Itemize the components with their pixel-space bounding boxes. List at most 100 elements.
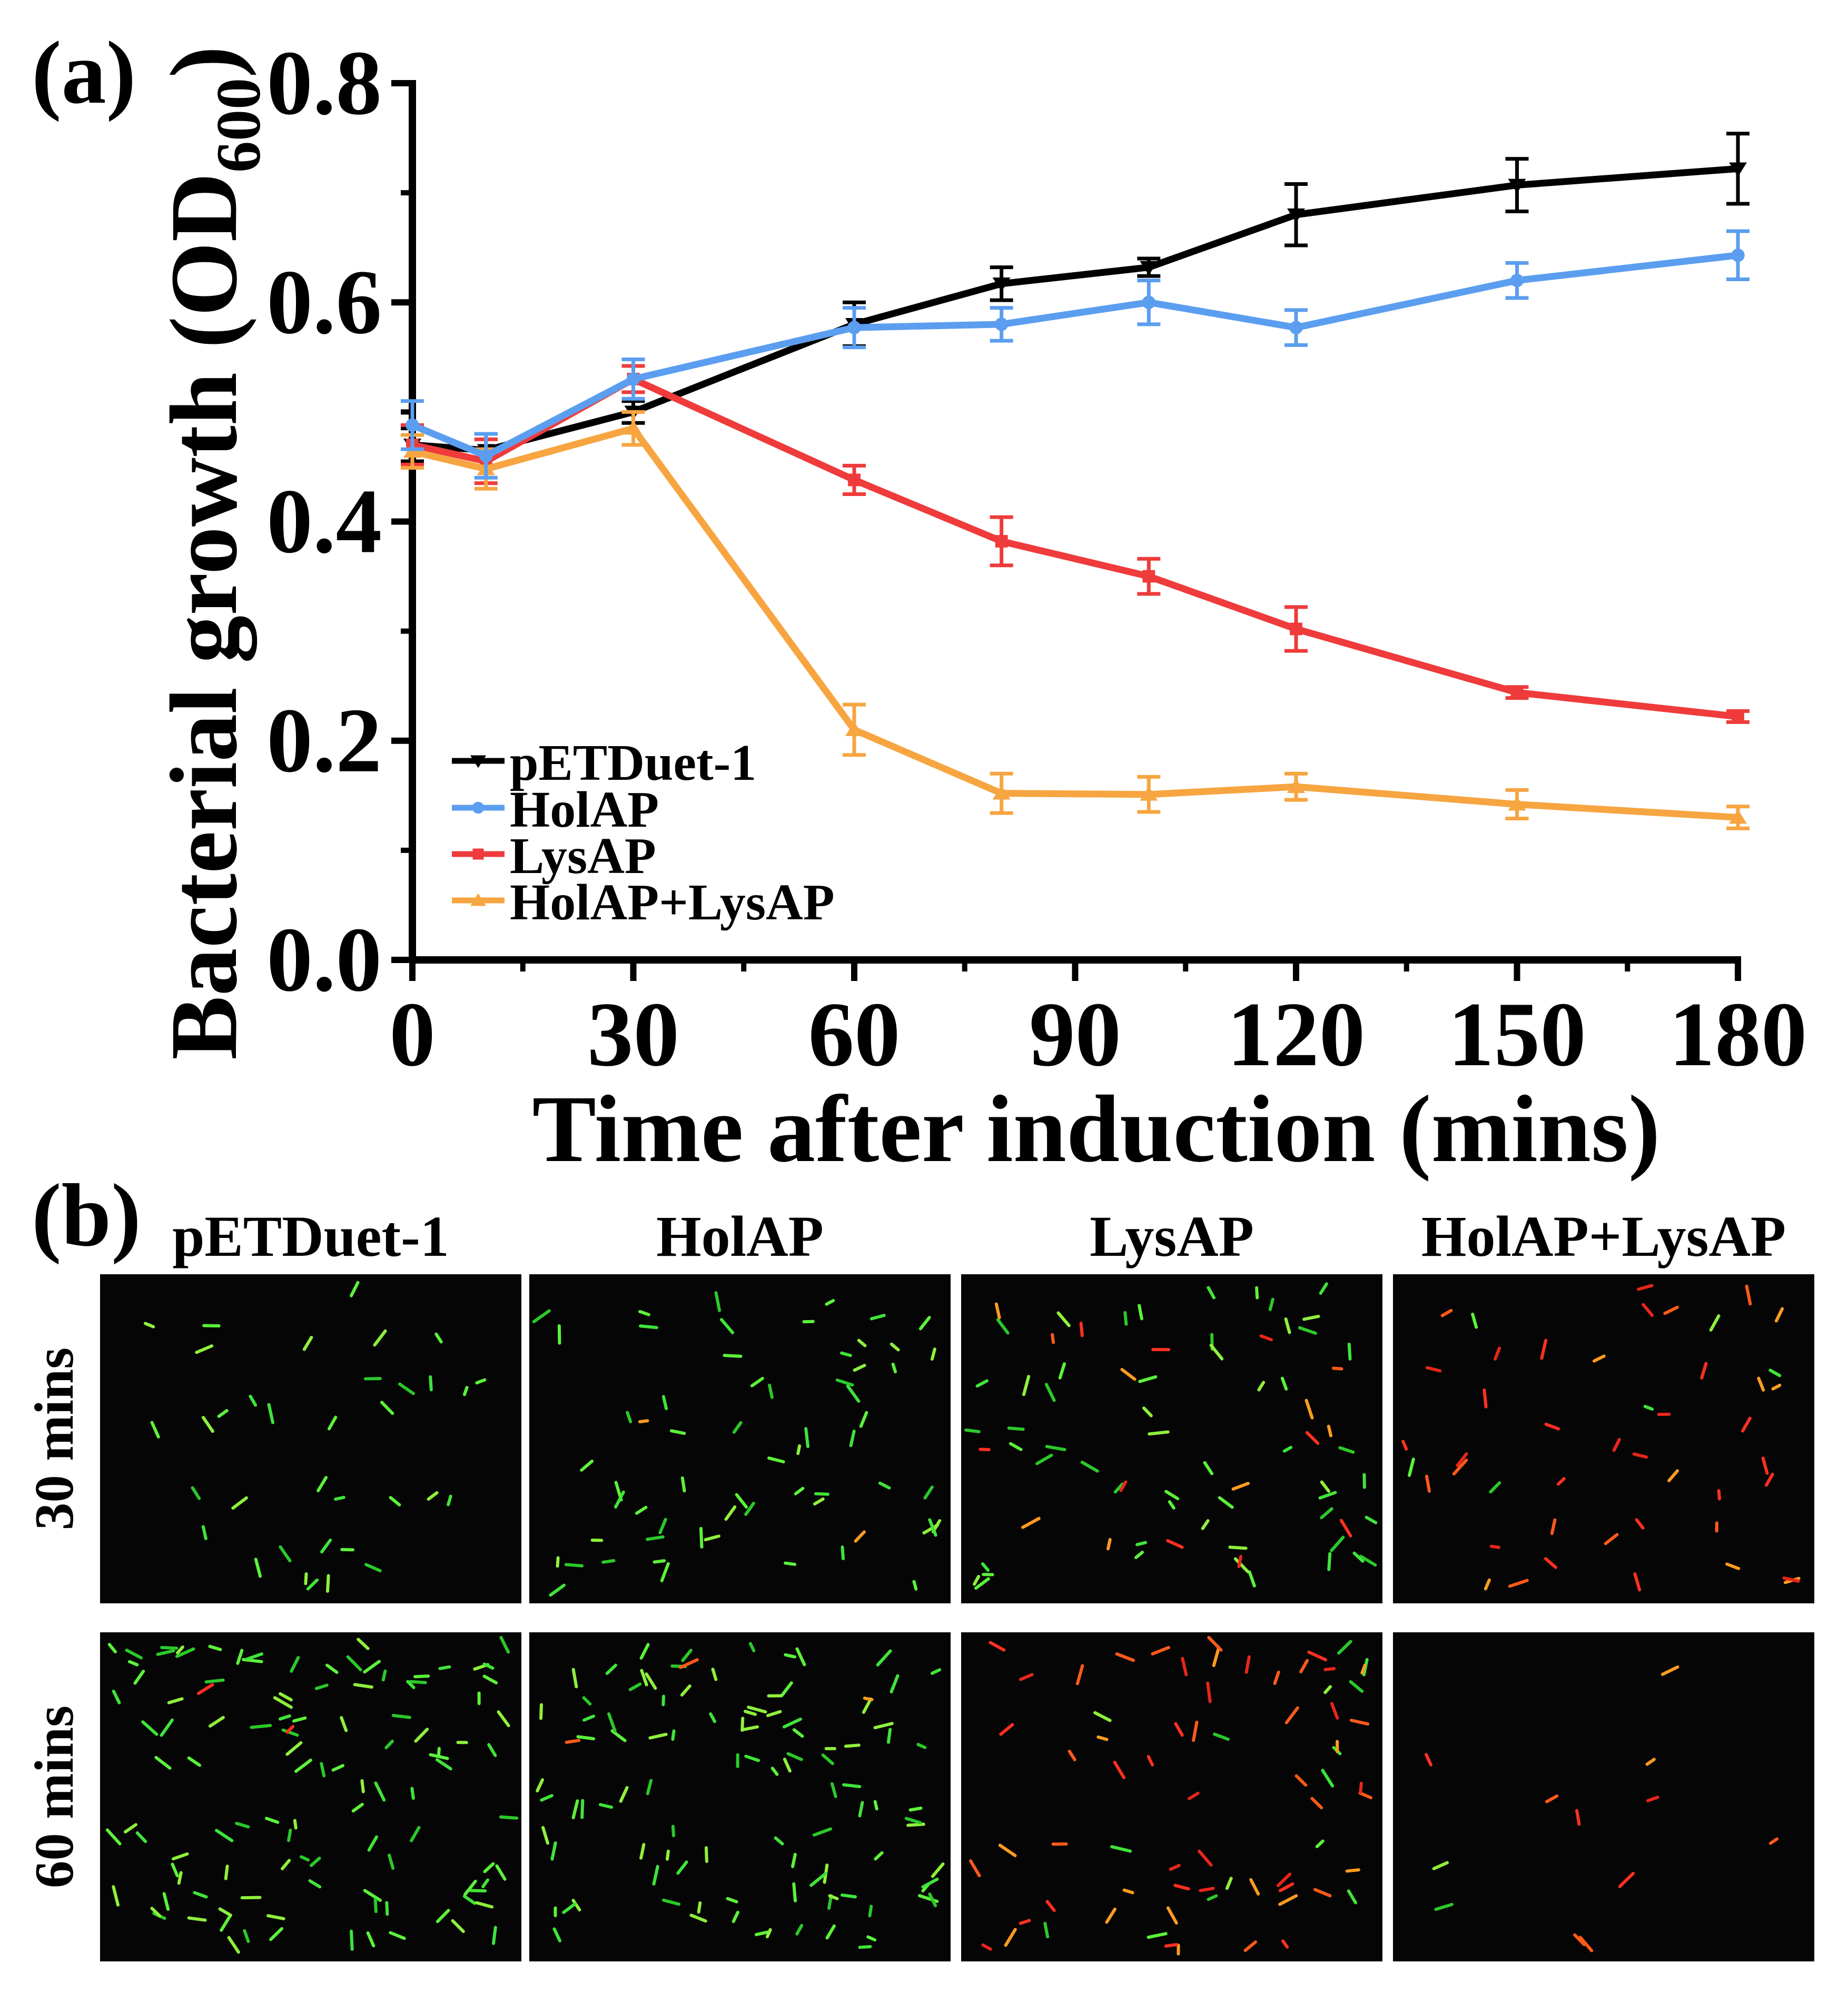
bacterium xyxy=(481,1878,490,1889)
bacterium xyxy=(1359,1781,1363,1794)
bacterium xyxy=(327,1415,338,1431)
data-point xyxy=(1140,786,1158,801)
bacterium xyxy=(187,1916,207,1922)
bacterium xyxy=(791,1852,797,1868)
bacterium xyxy=(1021,1516,1041,1529)
bacterium xyxy=(835,1378,854,1387)
bacterium xyxy=(1203,1461,1214,1475)
bacterium xyxy=(231,1496,248,1510)
bacterium xyxy=(487,1743,497,1757)
bacterium xyxy=(367,1835,379,1852)
panel-a-label: (a) xyxy=(32,23,136,122)
bacterium xyxy=(227,1936,240,1954)
bacterium xyxy=(711,1668,718,1681)
bacterium xyxy=(280,1859,291,1870)
bacterium xyxy=(346,1655,362,1672)
bacterium xyxy=(1489,1481,1501,1494)
bacterium xyxy=(828,1894,839,1900)
bacterium xyxy=(1173,1883,1190,1891)
bacterium xyxy=(1337,1640,1352,1655)
bacterium xyxy=(981,1943,992,1951)
bacterium xyxy=(661,1395,668,1411)
data-point xyxy=(624,420,643,435)
panel-b-label: (b) xyxy=(32,1166,141,1265)
bacterium xyxy=(714,1291,722,1312)
bacterium xyxy=(1019,1919,1031,1925)
bacterium xyxy=(1192,1720,1199,1742)
bacterium xyxy=(1168,1500,1175,1510)
bacterium xyxy=(1618,1871,1635,1888)
bacterium xyxy=(436,1909,450,1923)
bacterium xyxy=(1299,1659,1309,1673)
bacterium xyxy=(918,1316,931,1331)
bacterium xyxy=(1248,1570,1256,1588)
bacterium xyxy=(681,1649,693,1662)
data-point xyxy=(1290,622,1302,636)
bacterium xyxy=(1166,1906,1178,1925)
bacterium xyxy=(214,1829,234,1842)
bacterium xyxy=(742,1725,759,1731)
bacterium xyxy=(869,1314,886,1321)
column-label: HolAP+LysAP xyxy=(1421,1204,1786,1268)
bacterium xyxy=(1550,1518,1557,1535)
micrograph-1-3 xyxy=(961,1274,1382,1603)
bacterium xyxy=(1338,1446,1355,1454)
bacterium xyxy=(858,1801,864,1818)
bacterium xyxy=(196,1683,214,1695)
bacterium xyxy=(648,1732,668,1740)
bacterium xyxy=(1350,1719,1370,1726)
bacterium xyxy=(325,1574,330,1593)
bacterium xyxy=(1632,1452,1648,1459)
bacterium xyxy=(874,1851,884,1861)
bacterium xyxy=(1667,1469,1679,1482)
micrograph-background xyxy=(100,1632,521,1961)
bacterium xyxy=(1359,1554,1377,1567)
data-point xyxy=(845,721,863,736)
bacterium xyxy=(236,1649,244,1665)
bacterium xyxy=(267,1403,275,1424)
bacterium xyxy=(195,1344,214,1354)
bacterium xyxy=(809,1872,827,1887)
micrograph-background xyxy=(961,1274,1382,1603)
bacterium xyxy=(928,1892,937,1908)
bacterium xyxy=(410,1787,415,1800)
bacterium xyxy=(1148,1430,1170,1436)
bacterium xyxy=(1213,1732,1230,1741)
bacterium xyxy=(201,1525,207,1540)
bacterium xyxy=(273,1696,293,1709)
bacterium xyxy=(1169,1863,1181,1871)
bacterium xyxy=(384,1739,394,1750)
bacterium xyxy=(1320,1480,1330,1493)
bacterium xyxy=(767,1456,785,1464)
bacterium xyxy=(916,1742,927,1749)
bacterium xyxy=(1471,1312,1478,1329)
bacterium xyxy=(208,1644,222,1651)
bacterium xyxy=(1207,1894,1218,1901)
bacterium xyxy=(557,1324,561,1345)
bacterium xyxy=(1022,1375,1031,1396)
bacterium xyxy=(331,1764,345,1772)
bacterium xyxy=(279,1692,293,1702)
bacterium xyxy=(821,1753,835,1766)
bacterium xyxy=(792,1728,804,1738)
bacterium xyxy=(1249,1878,1260,1896)
legend-label: pETDuet-1 xyxy=(510,735,756,791)
bacterium xyxy=(676,1860,688,1875)
bacterium xyxy=(866,1935,877,1942)
bacterium xyxy=(499,1815,519,1820)
bacterium xyxy=(1544,1557,1557,1569)
bacterium xyxy=(1268,1297,1274,1311)
bacterium xyxy=(1633,1572,1642,1592)
bacterium xyxy=(1592,1354,1606,1363)
bacterium xyxy=(1113,1760,1126,1779)
bacterium xyxy=(646,1535,665,1541)
bacterium xyxy=(792,1882,797,1902)
bacterium xyxy=(499,1635,510,1654)
bacterium xyxy=(846,1384,861,1403)
bacterium xyxy=(795,1647,806,1667)
bacterium xyxy=(998,1843,1017,1857)
bacterium xyxy=(1113,1482,1124,1494)
bacterium xyxy=(922,1523,940,1535)
bacterium xyxy=(1007,1426,1025,1431)
